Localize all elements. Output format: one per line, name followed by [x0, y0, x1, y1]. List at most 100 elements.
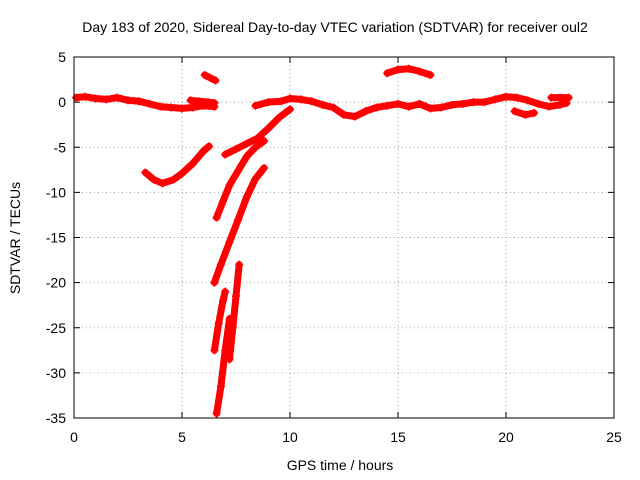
data-point	[216, 260, 225, 269]
data-point	[530, 108, 539, 117]
data-point	[521, 110, 530, 119]
data-point	[251, 101, 260, 110]
y-tick-label: -5	[54, 139, 67, 155]
data-point	[260, 164, 269, 173]
data-point	[340, 110, 348, 119]
data-point	[216, 382, 225, 391]
data-point	[350, 112, 359, 121]
data-point	[141, 168, 150, 177]
data-point	[195, 97, 204, 106]
data-point	[426, 71, 435, 80]
x-tick-label: 15	[390, 429, 406, 445]
data-point	[242, 139, 251, 148]
data-point	[228, 323, 237, 332]
y-tick-label: -20	[46, 275, 66, 291]
data-point	[286, 105, 294, 114]
data-point	[491, 95, 500, 104]
data-point	[545, 102, 554, 111]
y-tick-label: -35	[46, 410, 66, 426]
data-point	[275, 113, 284, 122]
data-point	[372, 103, 381, 112]
data-point	[158, 179, 167, 188]
x-tick-label: 10	[282, 429, 298, 445]
y-tick-label: -30	[46, 365, 66, 381]
data-point	[134, 97, 143, 106]
data-point	[458, 99, 467, 108]
series-seg-13	[210, 288, 229, 354]
data-point	[225, 355, 234, 364]
series-seg-14	[226, 261, 243, 363]
data-point	[329, 103, 338, 112]
data-point	[221, 287, 230, 296]
data-point	[178, 104, 186, 113]
data-point	[307, 97, 316, 106]
y-tick-label: -10	[46, 184, 66, 200]
data-point	[383, 101, 392, 110]
x-axis-label: GPS time / hours	[287, 457, 394, 473]
data-point	[234, 215, 243, 224]
data-point	[211, 76, 220, 85]
data-point	[235, 260, 244, 269]
data-point	[404, 102, 413, 111]
y-tick-label: 5	[58, 49, 66, 65]
data-point	[448, 100, 456, 109]
data-point	[251, 174, 260, 183]
grid-layer	[74, 57, 614, 418]
data-point	[102, 95, 111, 104]
x-tick-label: 25	[606, 429, 622, 445]
series-seg-12	[213, 315, 233, 417]
data-point	[212, 409, 221, 418]
data-point	[556, 93, 564, 102]
data-point	[277, 97, 286, 106]
data-point	[286, 94, 294, 103]
data-point	[124, 96, 132, 105]
data-point	[404, 64, 413, 73]
data-point	[149, 175, 158, 184]
data-point	[264, 124, 273, 133]
data-point	[167, 103, 176, 112]
data-point	[512, 93, 521, 102]
y-tick-label: -25	[46, 320, 66, 336]
data-point	[242, 192, 251, 201]
data-point	[260, 136, 269, 145]
data-point	[469, 98, 478, 107]
data-point	[203, 98, 212, 107]
data-point	[480, 98, 489, 107]
data-point	[415, 99, 424, 108]
data-point	[564, 93, 573, 102]
data-point	[219, 296, 228, 305]
data-point	[205, 142, 213, 151]
x-tick-label: 0	[70, 429, 78, 445]
data-point	[547, 93, 556, 102]
data-point	[214, 319, 223, 328]
data-point	[206, 73, 215, 82]
data-point	[221, 150, 230, 159]
data-point	[394, 65, 402, 74]
data-point	[219, 197, 228, 206]
data-point	[200, 71, 209, 80]
data-point	[178, 169, 186, 178]
data-point	[394, 99, 402, 108]
x-tick-label: 5	[178, 429, 186, 445]
data-point	[264, 98, 273, 107]
data-point	[296, 95, 305, 104]
data-point	[437, 103, 446, 112]
data-point	[415, 67, 424, 76]
data-point	[210, 99, 219, 108]
data-point	[234, 166, 243, 175]
data-point	[225, 238, 234, 247]
data-point	[169, 175, 178, 184]
data-point	[510, 107, 519, 116]
data-point	[232, 292, 240, 301]
data-point	[225, 181, 234, 190]
data-point	[199, 146, 208, 155]
data-point	[502, 92, 510, 101]
data-point	[318, 100, 327, 109]
data-point	[156, 102, 165, 111]
data-point	[251, 143, 260, 152]
data-point	[72, 93, 81, 102]
data-point	[523, 96, 532, 105]
tick-layer: 0 5 10 15 20 25 5 0 -5 -10 -15 -20 -25 -30 -35	[46, 49, 622, 445]
y-tick-label: 0	[58, 94, 66, 110]
